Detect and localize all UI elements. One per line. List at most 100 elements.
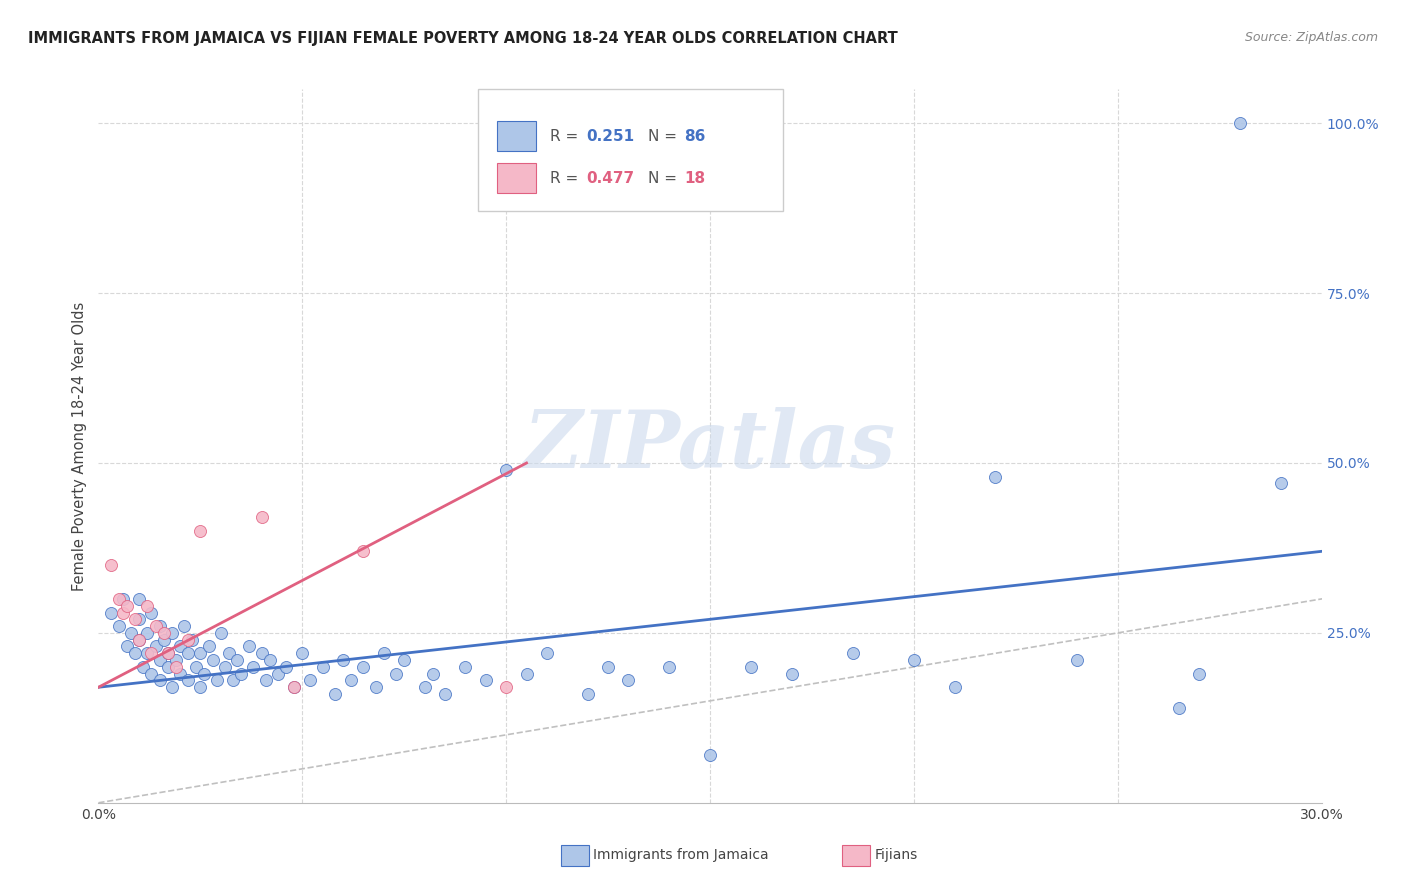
Point (141, 646, 163, 660)
Text: Source: ZipAtlas.com: Source: ZipAtlas.com (1244, 31, 1378, 45)
Point (943, 680, 966, 694)
Point (495, 463, 517, 477)
Point (152, 626, 174, 640)
Point (160, 680, 183, 694)
Point (177, 632, 200, 647)
Text: 0.251: 0.251 (586, 128, 634, 144)
Point (141, 666, 163, 681)
Point (841, 646, 863, 660)
Point (658, 660, 681, 674)
Point (115, 640, 138, 654)
Point (197, 640, 219, 654)
Point (238, 640, 260, 654)
Point (352, 544, 374, 558)
Point (149, 673, 172, 688)
Text: ZIPatlas: ZIPatlas (524, 408, 896, 484)
Point (740, 660, 762, 674)
Point (149, 619, 172, 633)
Point (188, 680, 212, 694)
Point (128, 632, 150, 647)
Point (108, 591, 131, 606)
Point (156, 646, 179, 660)
Point (214, 660, 236, 674)
Point (299, 673, 322, 688)
Point (267, 666, 290, 681)
Point (312, 660, 335, 674)
Point (699, 748, 721, 763)
Point (231, 666, 253, 681)
Point (132, 660, 155, 674)
Point (100, 558, 122, 572)
Point (323, 687, 346, 701)
Point (340, 673, 363, 688)
Text: 86: 86 (685, 128, 706, 144)
Point (474, 673, 498, 688)
Text: R =: R = (550, 171, 583, 186)
Point (165, 660, 187, 674)
Point (291, 646, 314, 660)
Point (222, 673, 245, 688)
Point (392, 653, 416, 667)
Point (1066, 653, 1088, 667)
Point (173, 619, 195, 633)
Point (177, 646, 200, 660)
Point (201, 653, 224, 667)
Point (780, 666, 803, 681)
Point (495, 680, 517, 694)
Point (100, 606, 122, 620)
Point (352, 660, 374, 674)
Point (259, 653, 281, 667)
FancyBboxPatch shape (498, 121, 536, 151)
Point (254, 673, 277, 688)
Point (136, 646, 159, 660)
Point (364, 680, 387, 694)
Point (169, 666, 191, 681)
Point (188, 646, 212, 660)
Y-axis label: Female Poverty Among 18-24 Year Olds: Female Poverty Among 18-24 Year Olds (72, 301, 87, 591)
Point (145, 619, 167, 633)
Point (188, 524, 212, 538)
Point (242, 660, 264, 674)
Text: N =: N = (648, 128, 682, 144)
Point (385, 666, 408, 681)
Point (209, 626, 232, 640)
Point (149, 653, 172, 667)
Point (111, 591, 134, 606)
Point (128, 612, 150, 626)
Point (165, 653, 187, 667)
Point (536, 646, 558, 660)
Point (1188, 666, 1211, 681)
Point (373, 646, 395, 660)
Point (454, 660, 477, 674)
Point (250, 510, 273, 524)
Point (226, 653, 249, 667)
Point (598, 660, 620, 674)
Point (141, 606, 163, 620)
Point (128, 591, 150, 606)
Point (903, 653, 925, 667)
Point (193, 666, 215, 681)
Point (617, 673, 640, 688)
Point (283, 680, 305, 694)
Point (984, 469, 1007, 483)
Point (160, 626, 183, 640)
Point (124, 646, 146, 660)
Point (152, 632, 174, 647)
Text: 18: 18 (685, 171, 706, 186)
Point (1167, 700, 1189, 714)
Point (128, 632, 150, 647)
Point (250, 646, 273, 660)
Point (120, 626, 142, 640)
Point (283, 680, 305, 694)
Point (169, 640, 191, 654)
FancyBboxPatch shape (478, 89, 783, 211)
Point (1270, 476, 1292, 491)
Text: R =: R = (550, 128, 583, 144)
Point (115, 599, 138, 613)
Point (205, 673, 228, 688)
Point (136, 599, 159, 613)
Point (108, 619, 131, 633)
Point (181, 632, 204, 647)
Point (156, 646, 179, 660)
Text: IMMIGRANTS FROM JAMAICA VS FIJIAN FEMALE POVERTY AMONG 18-24 YEAR OLDS CORRELATI: IMMIGRANTS FROM JAMAICA VS FIJIAN FEMALE… (28, 31, 898, 46)
